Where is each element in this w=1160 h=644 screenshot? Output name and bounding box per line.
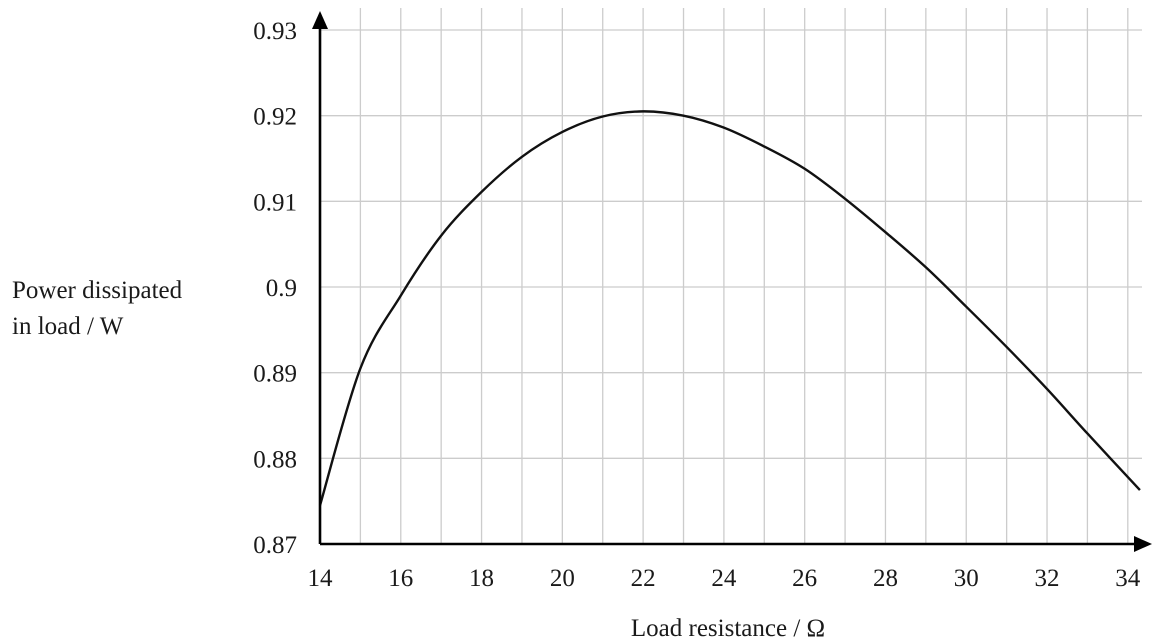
y-tick-label: 0.93: [253, 18, 297, 45]
x-tick-label: 16: [388, 565, 413, 592]
grid-lines: [320, 8, 1142, 544]
x-tick-label: 30: [954, 565, 979, 592]
power-curve-line: [318, 110, 1141, 506]
x-axis-title: Load resistance / Ω: [631, 615, 825, 642]
x-tick-label: 34: [1115, 565, 1141, 592]
x-tick-label: 22: [631, 565, 656, 592]
x-tick-label: 14: [308, 565, 334, 592]
x-tick-label: 28: [873, 565, 898, 592]
x-tick-label: 18: [469, 565, 494, 592]
x-axis-arrow-icon: [1134, 536, 1152, 552]
y-tick-label: 0.88: [253, 446, 297, 473]
y-tick-label: 0.89: [253, 361, 297, 388]
y-tick-labels: 0.87 0.88 0.89 0.9 0.91 0.92 0.93: [253, 18, 297, 559]
y-axis-title-line-2: in load / W: [12, 313, 124, 340]
y-tick-label: 0.9: [266, 275, 297, 302]
axes: [312, 11, 1152, 552]
x-tick-labels: 14 16 18 20 22 24 26 28 30 32 34: [308, 565, 1141, 592]
x-tick-label: 32: [1035, 565, 1060, 592]
y-tick-label: 0.91: [253, 189, 297, 216]
y-tick-label: 0.87: [253, 532, 297, 559]
x-tick-label: 24: [711, 565, 737, 592]
y-axis-arrow-icon: [312, 11, 328, 29]
y-tick-label: 0.92: [253, 104, 297, 131]
x-tick-label: 26: [792, 565, 817, 592]
y-axis-title-line-1: Power dissipated: [12, 277, 183, 304]
x-tick-label: 20: [550, 565, 575, 592]
